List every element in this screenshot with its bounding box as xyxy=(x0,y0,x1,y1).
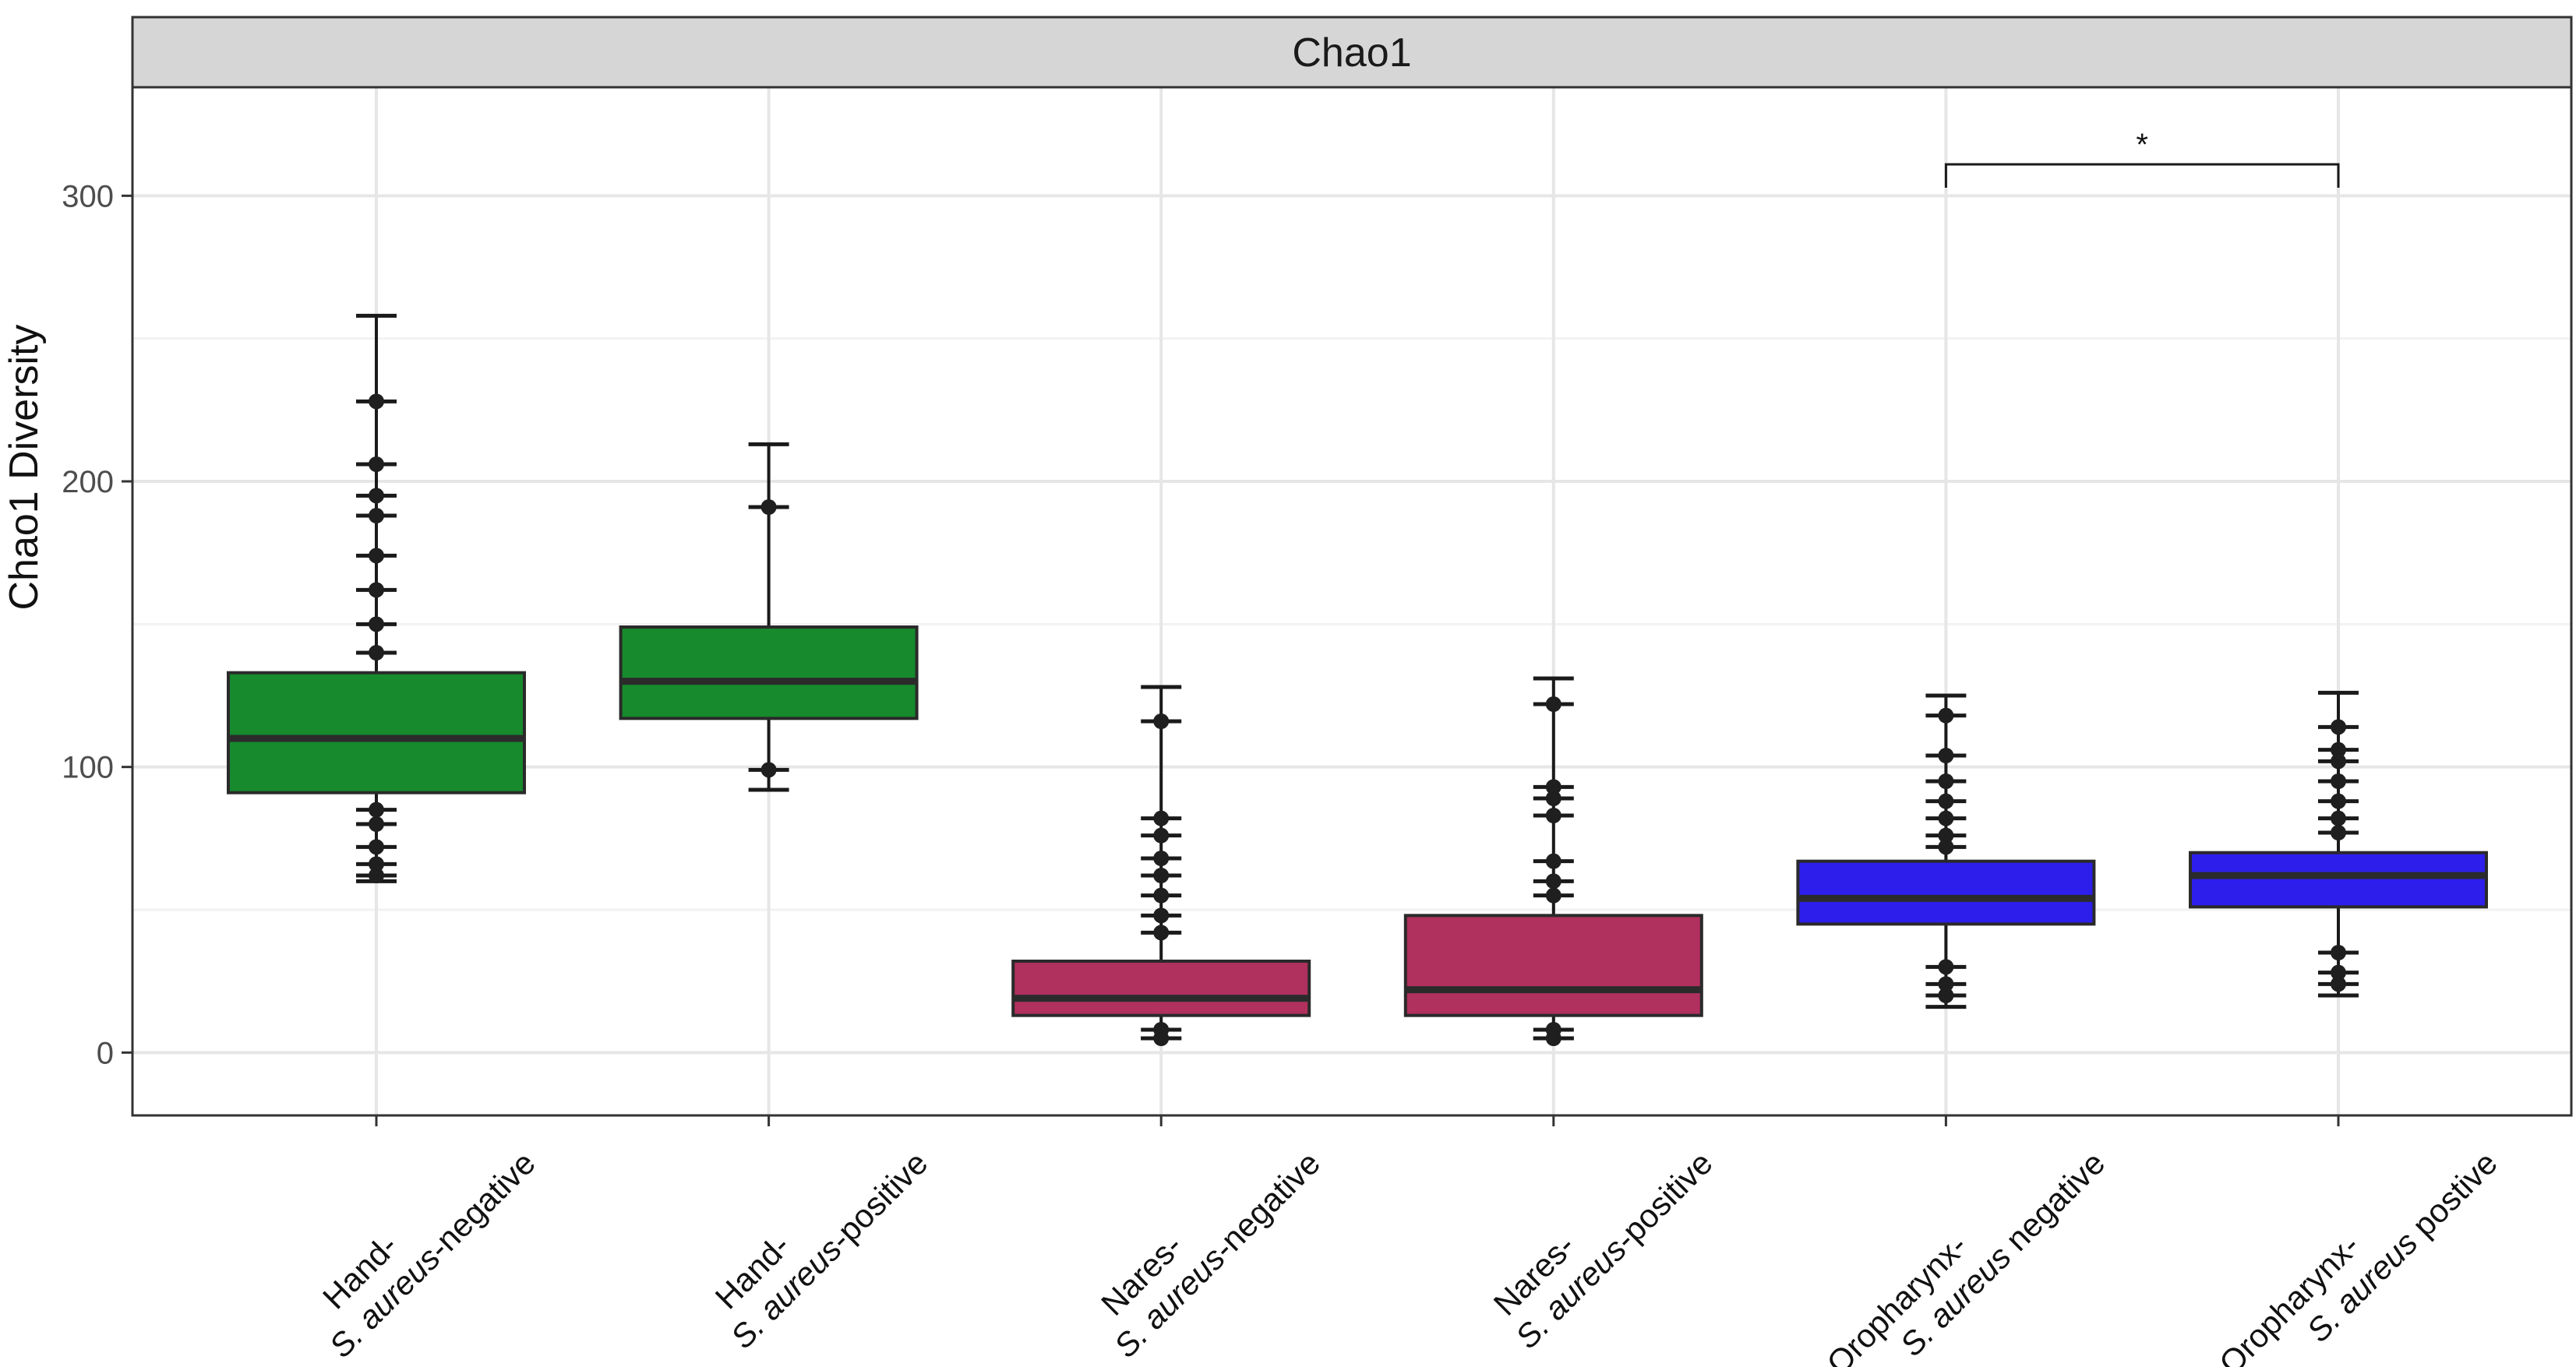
outlier-point xyxy=(760,499,777,515)
outlier-point xyxy=(1938,748,1954,763)
outlier-point xyxy=(1545,791,1561,806)
outlier-point xyxy=(369,488,384,504)
box-group xyxy=(227,313,526,883)
outlier-point xyxy=(1153,851,1170,866)
y-tick-label: 100 xyxy=(62,751,114,785)
outlier-point xyxy=(1153,887,1170,904)
outlier-point xyxy=(1938,793,1954,809)
outlier-point xyxy=(369,508,384,523)
y-axis: 0 100 200 300 xyxy=(62,179,132,1070)
outlier-point xyxy=(2331,719,2346,735)
outlier-point xyxy=(1938,773,1954,789)
outlier-point xyxy=(760,762,777,778)
outlier-point xyxy=(2331,742,2346,758)
boxes xyxy=(227,313,2488,1046)
outlier-point xyxy=(1153,827,1170,844)
outlier-point xyxy=(2331,964,2346,981)
outlier-point xyxy=(1153,925,1170,941)
outlier-point xyxy=(369,802,384,818)
outlier-point xyxy=(369,645,384,661)
outlier-point xyxy=(369,393,384,410)
y-axis-title: Chao1 Diversity xyxy=(2,324,47,610)
box xyxy=(1796,859,2096,926)
outlier-point xyxy=(1938,707,1954,724)
outlier-point xyxy=(1938,810,1954,826)
box xyxy=(1403,914,1703,1017)
outlier-point xyxy=(1938,827,1954,844)
significance-bracket: * xyxy=(1944,128,2340,188)
outlier-point xyxy=(369,616,384,632)
outlier-point xyxy=(369,816,384,832)
box-group xyxy=(2189,690,2488,998)
outlier-point xyxy=(369,456,384,472)
outlier-point xyxy=(2331,753,2346,770)
strip-title: Chao1 xyxy=(1292,30,1411,76)
outlier-point xyxy=(369,582,384,598)
outlier-point xyxy=(369,856,384,872)
y-tick-label: 200 xyxy=(62,465,114,499)
outlier-point xyxy=(1938,959,1954,975)
outlier-point xyxy=(2331,976,2346,992)
outlier-point xyxy=(369,868,384,883)
outlier-point xyxy=(1153,907,1170,924)
outlier-point xyxy=(2331,945,2346,960)
outlier-point xyxy=(1938,988,1954,1003)
box-group xyxy=(1403,676,1703,1046)
outlier-point xyxy=(1545,808,1561,823)
outlier-point xyxy=(1545,779,1561,795)
outlier-point xyxy=(1153,713,1170,729)
bracket-line xyxy=(1944,163,2340,188)
outlier-point xyxy=(369,839,384,855)
outlier-point xyxy=(1153,1031,1170,1046)
outlier-point xyxy=(1153,810,1170,826)
box-group xyxy=(1796,693,2096,1009)
outlier-point xyxy=(2331,825,2346,840)
box xyxy=(619,625,919,720)
outlier-point xyxy=(1545,887,1561,904)
box xyxy=(2189,851,2488,909)
outlier-point xyxy=(1938,839,1954,855)
box-group xyxy=(619,442,919,792)
outlier-point xyxy=(1545,853,1561,869)
outlier-point xyxy=(2331,810,2346,826)
box xyxy=(227,671,526,794)
significance-annotations: * xyxy=(1944,128,2340,188)
outlier-point xyxy=(1153,868,1170,883)
outlier-point xyxy=(1938,976,1954,992)
outlier-point xyxy=(1545,873,1561,890)
y-tick-label: 0 xyxy=(97,1036,114,1070)
y-tick-label: 300 xyxy=(62,179,114,213)
box xyxy=(1011,960,1311,1017)
outlier-point xyxy=(1545,696,1561,712)
outlier-point xyxy=(1545,1031,1561,1046)
facet-strip: Chao1 xyxy=(131,16,2573,89)
panel-border xyxy=(131,86,2573,1117)
significance-label: * xyxy=(2136,128,2148,162)
outlier-point xyxy=(2331,793,2346,809)
box-group xyxy=(1011,685,1311,1046)
outlier-point xyxy=(369,548,384,564)
outlier-point xyxy=(2331,773,2346,789)
